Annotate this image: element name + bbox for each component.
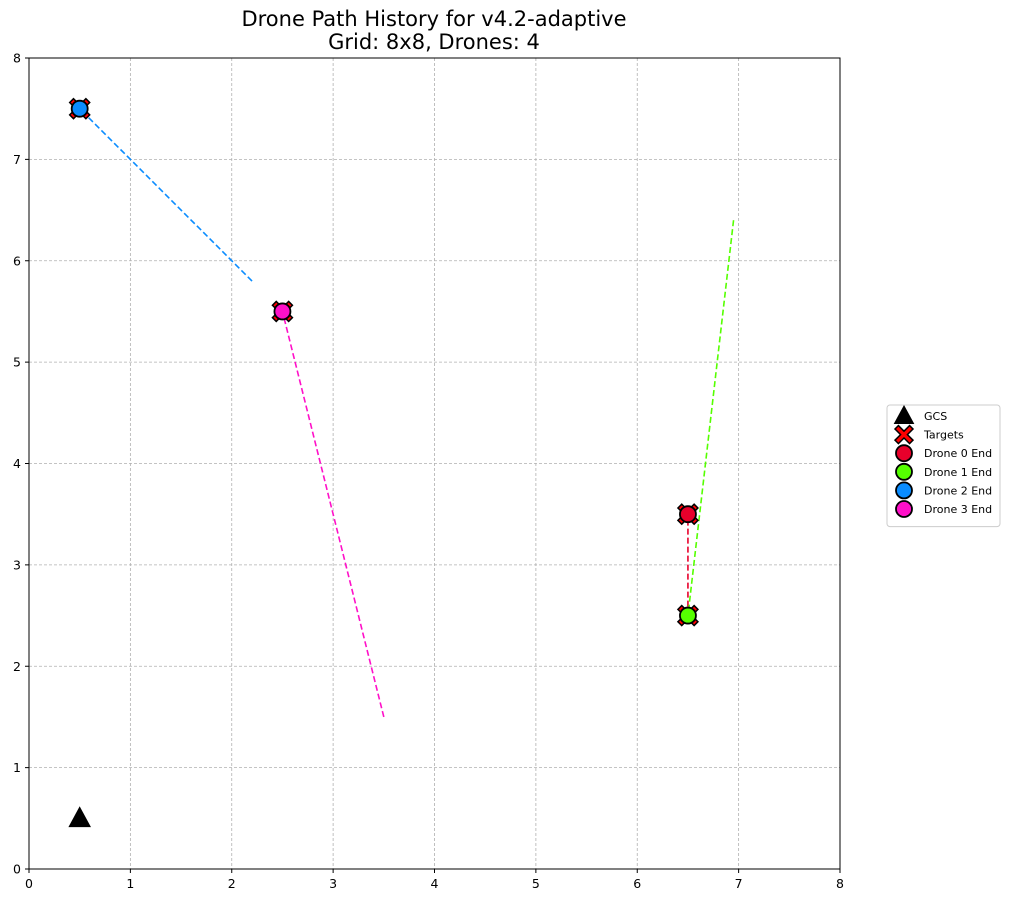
legend-box	[886, 404, 1001, 528]
x-tick-label: 5	[532, 876, 540, 891]
drone-1-end-marker	[679, 606, 697, 625]
x-tick-label: 4	[431, 876, 439, 891]
drone-1-path	[687, 220, 735, 616]
x-tick-label: 8	[836, 876, 844, 891]
y-tick-label: 1	[13, 760, 21, 775]
y-tick-label: 8	[13, 51, 21, 66]
drone-3-end-marker	[273, 302, 292, 321]
gcs-marker	[68, 806, 91, 828]
y-tick-label: 0	[13, 862, 21, 877]
legend-drone-1-marker	[895, 462, 913, 481]
y-tick-label: 2	[13, 659, 21, 674]
legend-label: GCS	[924, 410, 947, 423]
legend-target-marker	[893, 424, 915, 445]
legend-drone-0-marker	[895, 444, 913, 463]
drone-3-path	[281, 311, 385, 718]
legend-drone-3-marker	[895, 500, 913, 518]
legend-drone-2-marker	[895, 481, 913, 500]
x-tick-label: 2	[228, 876, 236, 891]
y-tick-label: 6	[13, 253, 21, 268]
x-tick-label: 7	[735, 876, 743, 891]
y-tick-label: 7	[13, 152, 21, 167]
drone-2-end-marker	[70, 99, 89, 118]
chart-title: Drone Path History for v4.2-adaptive	[241, 7, 626, 31]
legend-label: Drone 3 End	[924, 503, 992, 516]
plot-area: 0 1 2 3 4 5 6 7 8 0 1 2 3 4 5 6 7 8	[13, 51, 844, 892]
chart-subtitle: Grid: 8x8, Drones: 4	[328, 30, 540, 54]
legend-label: Targets	[923, 429, 964, 442]
x-tick-label: 0	[25, 876, 33, 891]
legend: GCS Targets Drone 0 End Drone 1 End Drone 2 …	[886, 404, 1001, 528]
y-tick-label: 3	[13, 557, 21, 572]
drone-2-path	[79, 108, 253, 282]
drone-0-end-marker	[679, 505, 697, 524]
legend-label: Drone 2 End	[924, 484, 992, 497]
legend-label: Drone 1 End	[924, 466, 992, 479]
legend-gcs-marker	[893, 404, 915, 424]
y-tick-label: 4	[13, 456, 21, 471]
x-tick-label: 1	[126, 876, 134, 891]
x-tick-label: 6	[633, 876, 641, 891]
x-tick-label: 3	[329, 876, 337, 891]
legend-label: Drone 0 End	[924, 447, 992, 460]
y-tick-label: 5	[13, 355, 21, 370]
